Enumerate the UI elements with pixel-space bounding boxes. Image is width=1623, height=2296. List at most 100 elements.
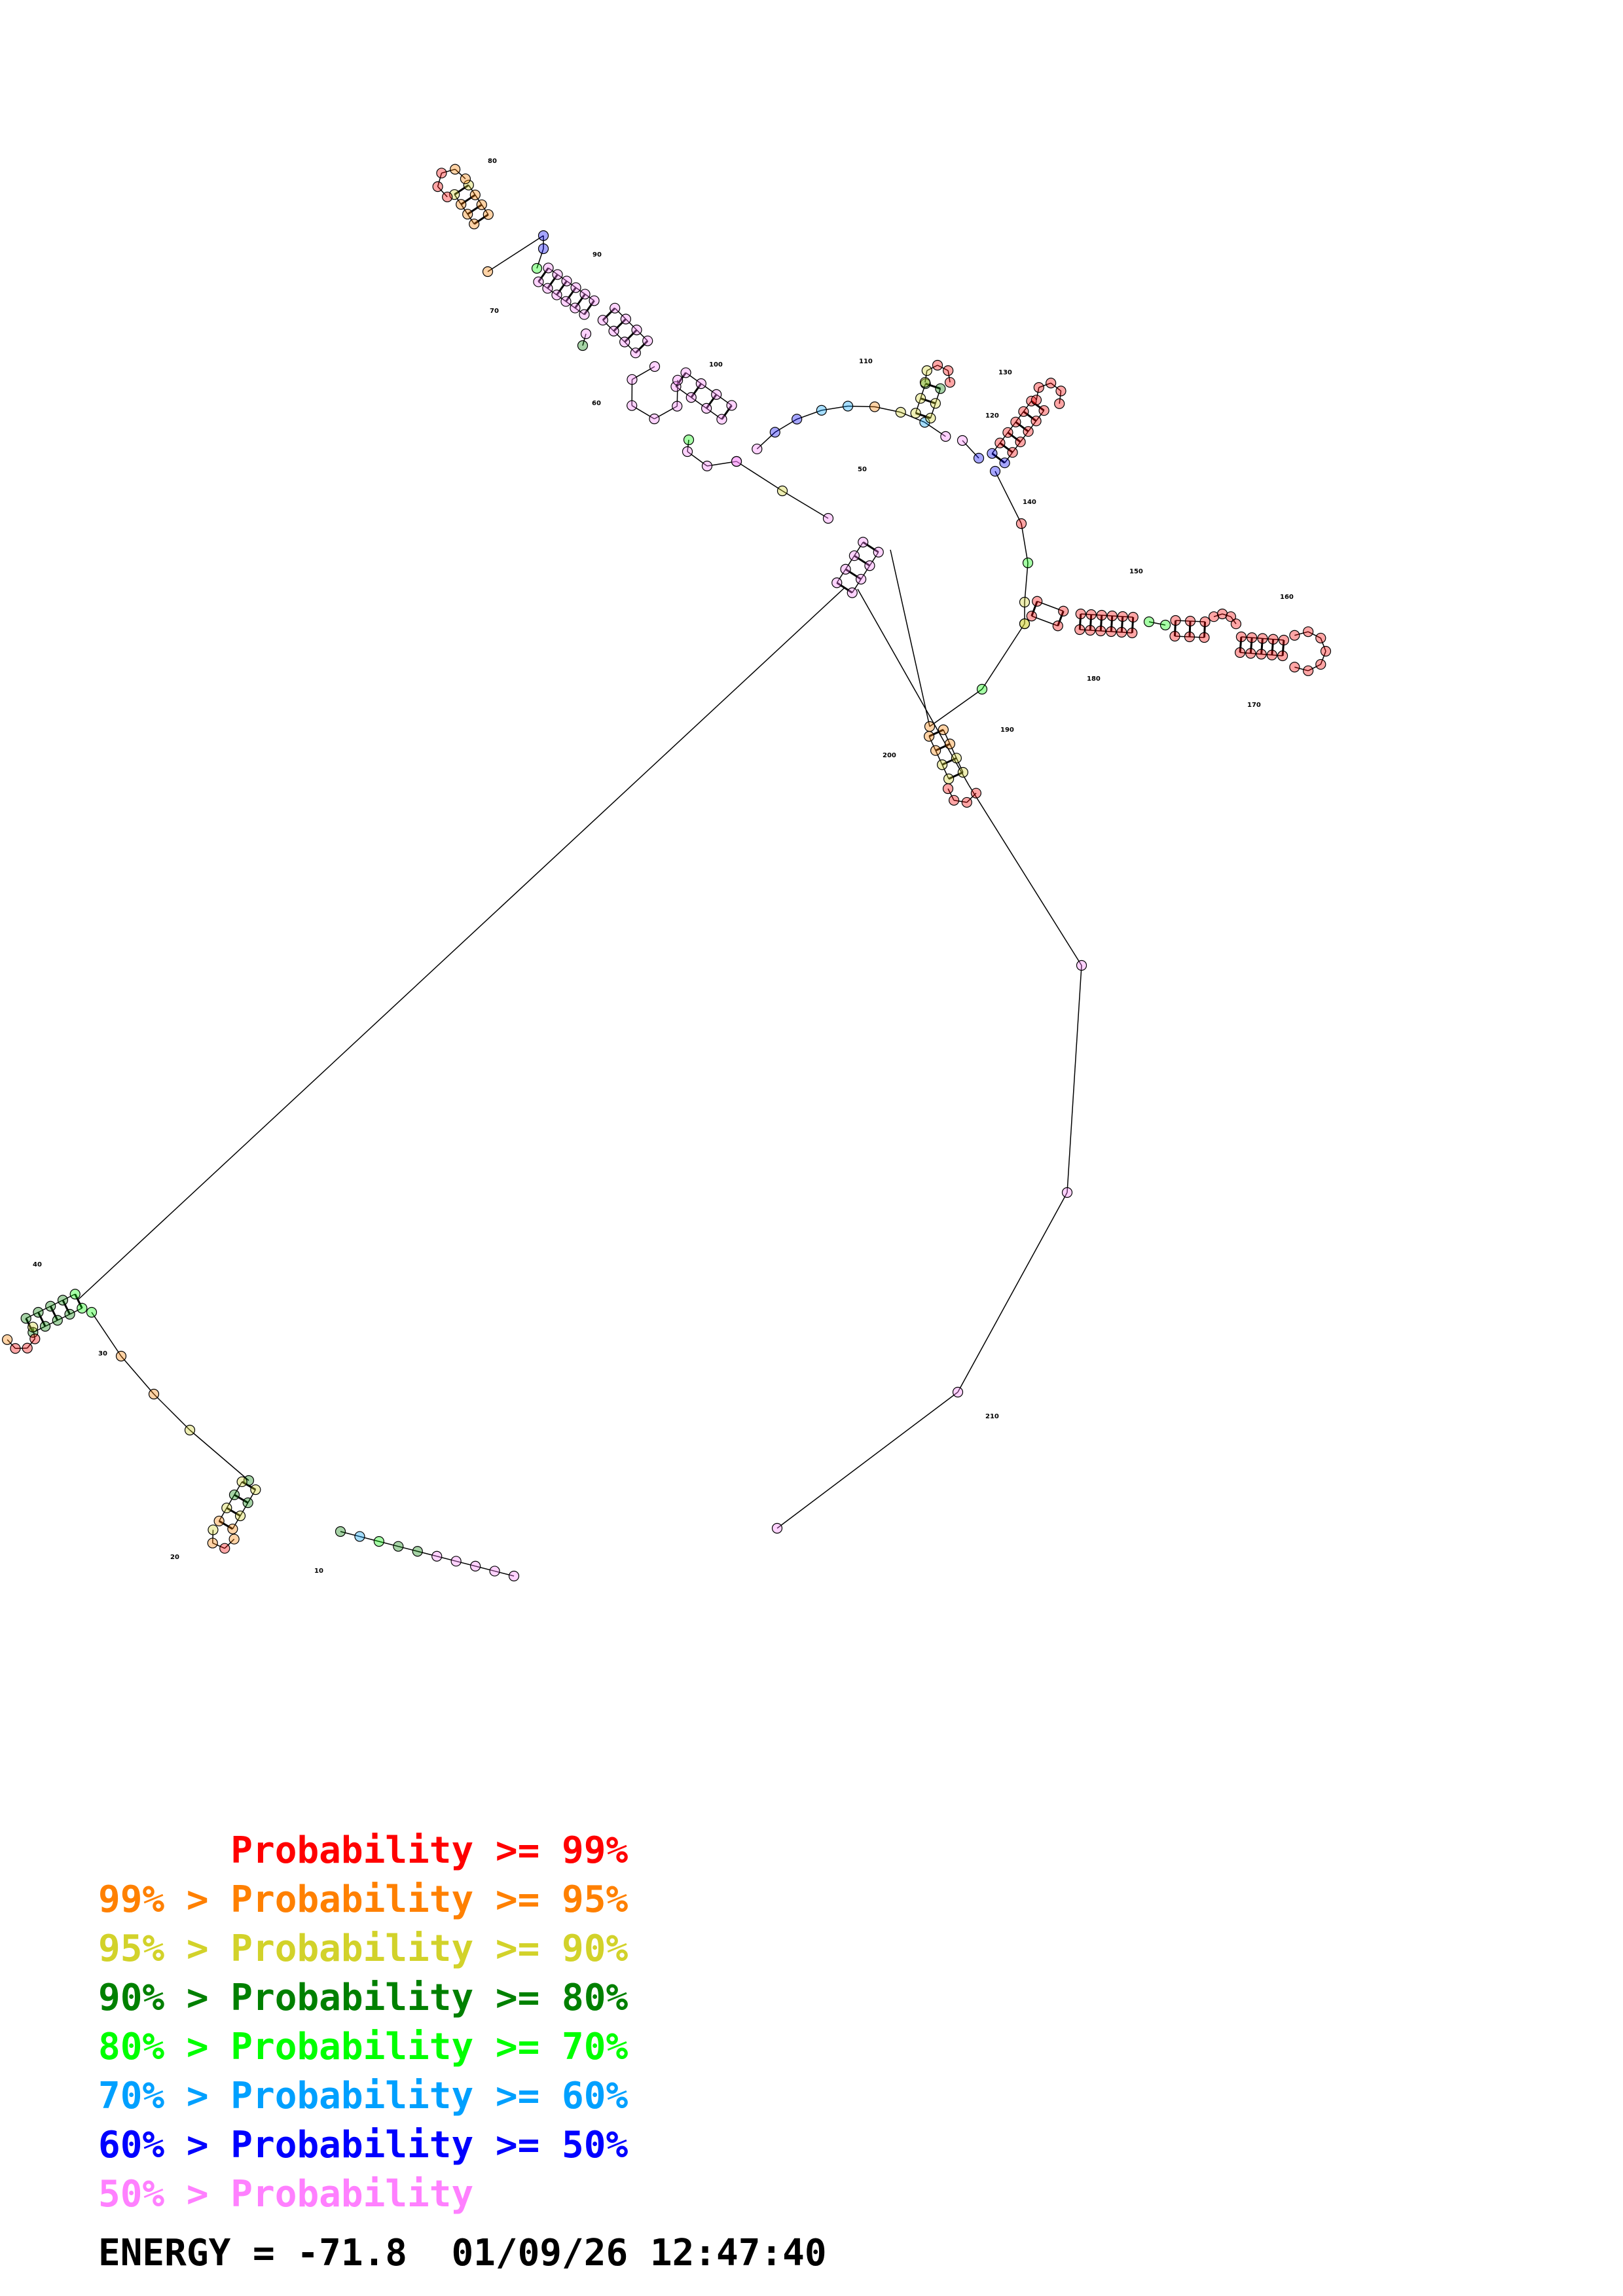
nucleotide-node	[1245, 648, 1256, 659]
nucleotide-node	[919, 377, 931, 388]
backbone-segment	[624, 341, 636, 353]
base-pair-bond	[1030, 601, 1038, 617]
nucleotide-node	[508, 1570, 520, 1582]
position-label-160: 160	[1280, 594, 1294, 601]
nucleotide-node	[538, 243, 549, 255]
position-label-180: 180	[1087, 675, 1101, 683]
nucleotide-node	[1023, 426, 1034, 437]
backbone-segment	[947, 370, 951, 383]
nucleotide-node	[543, 262, 554, 274]
nucleotide-node	[1116, 626, 1127, 638]
nucleotide-node	[816, 404, 827, 416]
backbone-segment	[226, 1494, 235, 1509]
backbone-segment	[1024, 562, 1029, 603]
nucleotide-node	[970, 787, 982, 798]
backbone-segment	[796, 410, 822, 420]
backbone-segment	[1261, 653, 1272, 656]
nucleotide-node	[1170, 615, 1181, 626]
nucleotide-node	[335, 1526, 346, 1537]
backbone-segment	[1021, 523, 1029, 564]
nucleotide-node	[228, 1489, 240, 1501]
nucleotide-node	[840, 564, 851, 575]
nucleotide-node	[1076, 960, 1087, 971]
base-pair-bond	[583, 300, 595, 315]
base-pair-bond	[862, 541, 879, 553]
backbone-segment	[585, 293, 594, 302]
base-pair-bond	[1023, 410, 1037, 422]
backbone-segment	[716, 394, 732, 406]
backbone-segment	[953, 800, 967, 803]
legend-prefix: 70% >	[98, 2075, 231, 2117]
nucleotide-node	[1169, 630, 1180, 642]
position-label-210: 210	[985, 1413, 999, 1420]
nucleotide-node	[731, 456, 742, 467]
nucleotide-node	[685, 392, 697, 403]
nucleotide-node	[1033, 382, 1044, 393]
backbone-segment	[756, 431, 776, 450]
nucleotide-node	[1277, 650, 1288, 662]
nucleotide-node	[29, 1333, 41, 1344]
position-label-110: 110	[859, 358, 873, 365]
base-pair-bond	[920, 397, 936, 404]
backbone-segment	[1023, 401, 1032, 412]
nucleotide-node	[221, 1502, 232, 1514]
base-pair-bond	[948, 771, 964, 780]
nucleotide-node	[682, 446, 693, 457]
legend-prefix: 90% >	[98, 1977, 231, 2019]
nucleotide-node	[20, 1313, 31, 1324]
backbone-segment	[654, 405, 678, 420]
nucleotide-node	[551, 289, 562, 300]
legend-row: 95% > Probability >= 90%	[98, 1924, 628, 1973]
backbone-segment	[874, 406, 901, 413]
nucleotide-node	[999, 457, 1010, 469]
legend-row: 99% > Probability >= 95%	[98, 1875, 628, 1924]
nucleotide-node	[924, 730, 935, 742]
legend-row: 50% > Probability	[98, 2170, 628, 2219]
base-pair-bond	[1260, 638, 1264, 655]
backbone-segment	[398, 1545, 418, 1552]
nucleotide-node	[935, 383, 946, 394]
nucleotide-node	[597, 315, 608, 326]
nucleotide-node	[27, 1327, 39, 1338]
backbone-segment	[1294, 666, 1309, 672]
nucleotide-node	[1055, 386, 1067, 397]
nucleotide-node	[542, 283, 553, 294]
nucleotide-node	[1117, 611, 1128, 622]
base-pair-bond	[705, 393, 718, 409]
backbone-segment	[38, 1306, 51, 1313]
backbone-segment	[614, 308, 627, 320]
backbone-segment	[821, 405, 848, 411]
backbone-segment	[924, 370, 928, 383]
nucleotide-node	[1315, 632, 1326, 644]
nucleotide-node	[701, 460, 713, 472]
legend-row: 90% > Probability >= 80%	[98, 1973, 628, 2022]
legend-prefix: 60% >	[98, 2124, 231, 2166]
position-label-60: 60	[592, 400, 601, 407]
base-pair-bond	[613, 318, 627, 332]
backbone-segment	[575, 307, 585, 315]
nucleotide-node	[855, 573, 867, 585]
nucleotide-node	[1022, 557, 1034, 569]
nucleotide-node	[1085, 609, 1097, 620]
nucleotide-node	[627, 400, 638, 411]
nucleotide-node	[560, 296, 572, 307]
backbone-segment	[27, 1338, 35, 1349]
nucleotide-node	[930, 745, 941, 756]
position-label-30: 30	[98, 1350, 107, 1357]
base-pair-bond	[935, 743, 951, 752]
base-pair-bond	[49, 1306, 59, 1321]
nucleotide-node	[610, 302, 621, 314]
nucleotide-node	[848, 550, 860, 562]
base-pair-layer	[25, 184, 1285, 1530]
backbone-segment	[487, 235, 544, 272]
nucleotide-node	[1127, 627, 1138, 639]
backbone-segment	[999, 432, 1009, 444]
nucleotide-node	[930, 398, 941, 409]
nucleotide-node	[672, 401, 683, 412]
backbone-segment	[50, 1299, 64, 1307]
nucleotide-node	[531, 262, 543, 274]
nucleotide-node	[533, 276, 544, 287]
base-pair-bond	[1249, 637, 1253, 654]
backbone-segment	[62, 1293, 76, 1301]
nucleotide-node	[944, 738, 955, 749]
